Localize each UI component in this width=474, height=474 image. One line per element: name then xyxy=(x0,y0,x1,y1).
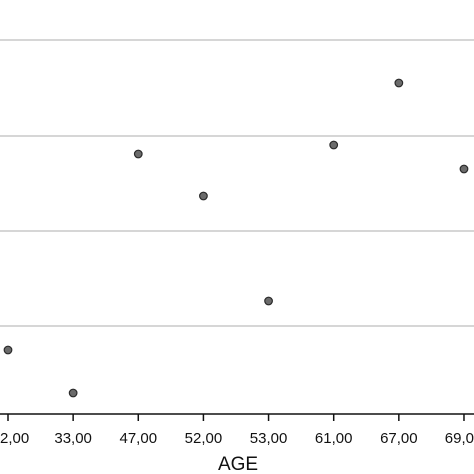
gridlines xyxy=(0,39,474,327)
x-tick-label: 53,00 xyxy=(250,430,288,447)
x-tick-label: 33,00 xyxy=(54,430,92,447)
scatter-point xyxy=(68,388,78,398)
scatter-point xyxy=(264,296,273,306)
x-tick-label: 61,00 xyxy=(315,430,353,447)
scatter-point xyxy=(459,164,469,174)
scatter-point xyxy=(329,140,339,150)
scatter-point xyxy=(3,345,13,355)
x-axis-ticks: 2,00 33,00 47,00 52,00 53,00 61,00 67,00 69,0 xyxy=(0,414,474,447)
x-tick-label: 47,00 xyxy=(120,430,158,447)
x-tick-label: 67,00 xyxy=(380,430,418,447)
x-tick-label: 52,00 xyxy=(185,430,223,447)
scatter-point xyxy=(199,191,208,201)
scatter-point xyxy=(394,78,404,88)
scatter-point xyxy=(133,149,143,159)
x-tick-label: 69,0 xyxy=(445,430,474,447)
x-tick-label: 2,00 xyxy=(0,430,29,447)
x-axis-title: AGE xyxy=(218,454,258,474)
data-points xyxy=(3,78,469,398)
